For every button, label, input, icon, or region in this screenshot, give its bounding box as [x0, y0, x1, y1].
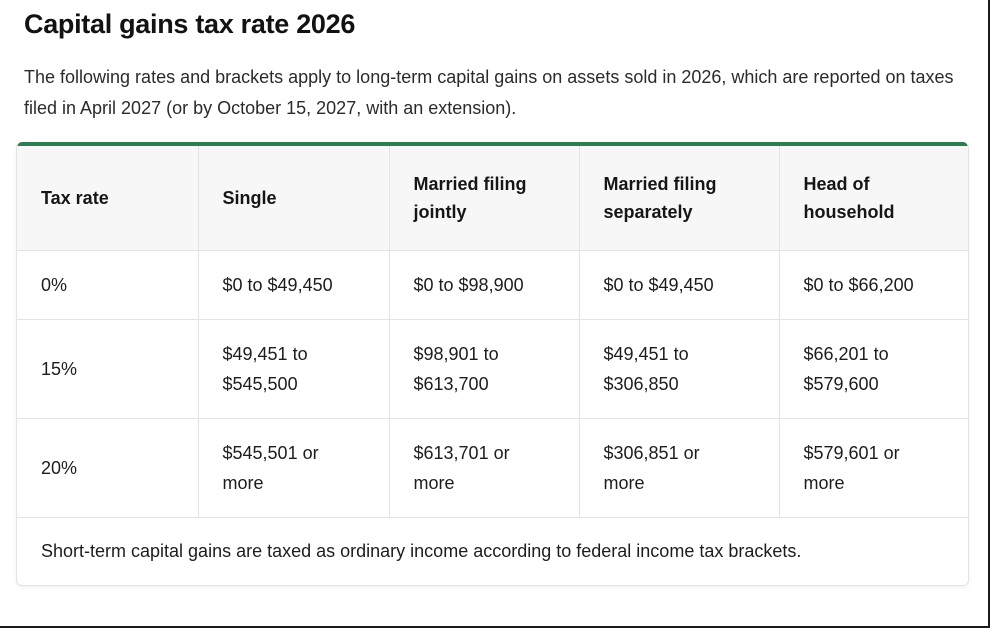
col-header-single: Single [198, 146, 390, 251]
screenshot-edge-right [988, 0, 990, 627]
tax-rate-cell: 15% [17, 319, 199, 419]
col-header-married-jointly: Married filing jointly [389, 146, 580, 251]
table-cell: $66,201 to $579,600 [779, 319, 968, 419]
intro-text: The following rates and brackets apply t… [24, 67, 954, 118]
tax-rate-cell: 20% [17, 418, 199, 518]
table-cell: $49,451 to $306,850 [579, 319, 780, 419]
col-header-head-of-household: Head of household [779, 146, 968, 251]
table-footnote-row: Short-term capital gains are taxed as or… [17, 517, 968, 585]
table-cell: $0 to $98,900 [389, 250, 580, 320]
table-cell: $579,601 or more [779, 418, 968, 518]
table-footnote: Short-term capital gains are taxed as or… [17, 517, 968, 585]
table-row: 0% $0 to $49,450 $0 to $98,900 $0 to $49… [17, 250, 968, 320]
tax-rate-cell: 0% [17, 250, 199, 320]
article-section: Capital gains tax rate 2026 The followin… [0, 0, 993, 124]
table-cell: $49,451 to $545,500 [198, 319, 390, 419]
tax-table-card: Tax rate Single Married filing jointly M… [16, 142, 969, 586]
table-cell: $0 to $66,200 [779, 250, 968, 320]
table-cell: $98,901 to $613,700 [389, 319, 580, 419]
table-accent-bar [17, 142, 968, 146]
table-cell: $0 to $49,450 [198, 250, 390, 320]
table-cell: $306,851 or more [579, 418, 780, 518]
screenshot-edge-bottom [0, 626, 990, 628]
table-cell: $613,701 or more [389, 418, 580, 518]
col-header-married-separately: Married filing separately [579, 146, 780, 251]
table-row: 20% $545,501 or more $613,701 or more $3… [17, 418, 968, 518]
table-row: 15% $49,451 to $545,500 $98,901 to $613,… [17, 319, 968, 419]
col-header-tax-rate: Tax rate [17, 146, 199, 251]
capital-gains-table: Tax rate Single Married filing jointly M… [17, 146, 968, 585]
table-header-row: Tax rate Single Married filing jointly M… [17, 146, 968, 251]
page-title: Capital gains tax rate 2026 [24, 9, 356, 39]
table-cell: $545,501 or more [198, 418, 390, 518]
table-cell: $0 to $49,450 [579, 250, 780, 320]
